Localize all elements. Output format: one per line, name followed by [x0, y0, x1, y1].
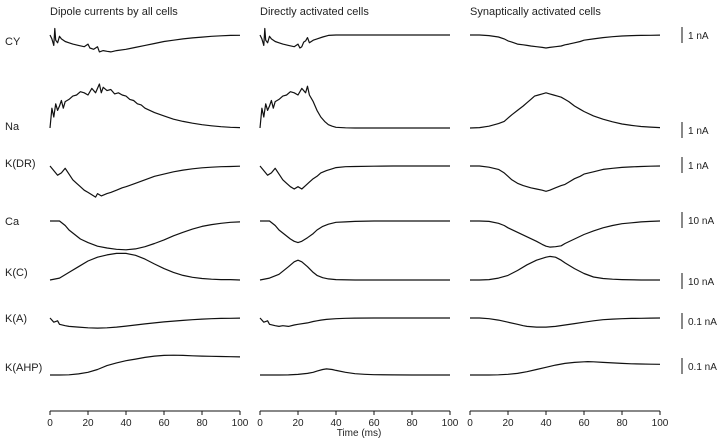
x-tick-label-panel-2-60: 60: [368, 418, 380, 429]
trace-k-ahp-panel-3: [470, 361, 661, 376]
trace-k-ahp-panel-2: [260, 368, 450, 376]
panel-title-direct: Directly activated cells: [260, 6, 369, 18]
trace-k-a-panel-2: [259, 317, 450, 327]
x-tick-label-panel-2-40: 40: [330, 418, 342, 429]
row-label-kc: K(C): [5, 267, 28, 279]
x-tick-label-panel-1-80: 80: [196, 418, 208, 429]
row-label-ka: K(A): [5, 313, 27, 325]
scale-bars: 1 nA 1 nA 1 nA 10 nA 10 nA 0.1 nA 0.1 nA: [681, 27, 717, 374]
trace-k-dr-panel-1: [49, 165, 241, 198]
x-tick-label-panel-1-100: 100: [232, 418, 249, 429]
row-label-ca: Ca: [5, 216, 20, 228]
x-tick-label-panel-1-60: 60: [158, 418, 170, 429]
traces: [49, 27, 661, 376]
x-axis-title: Time (ms): [337, 428, 382, 439]
scale-label-ka: 0.1 nA: [688, 317, 717, 328]
x-tick-label-panel-3-0: 0: [467, 418, 473, 429]
row-label-kahp: K(AHP): [5, 362, 42, 374]
x-tick-label-panel-3-20: 20: [502, 418, 514, 429]
trace-k-ahp-panel-1: [50, 354, 241, 376]
trace-k-c-panel-1: [49, 252, 241, 281]
x-tick-label-panel-2-100: 100: [442, 418, 459, 429]
trace-ca-panel-3: [470, 220, 661, 248]
panel-titles: Dipole currents by all cells Directly ac…: [50, 6, 601, 18]
row-label-cy: CY: [5, 36, 21, 48]
x-tick-label-panel-3-40: 40: [540, 418, 552, 429]
x-tick-label-panel-2-80: 80: [406, 418, 418, 429]
trace-k-dr-panel-3: [470, 165, 661, 192]
panel-title-all-cells: Dipole currents by all cells: [50, 6, 178, 18]
trace-k-c-panel-2: [259, 259, 450, 281]
x-tick-label-panel-1-0: 0: [47, 418, 53, 429]
x-tick-label-panel-1-20: 20: [82, 418, 94, 429]
scale-label-kdr: 1 nA: [688, 161, 709, 172]
trace-cy-panel-3: [470, 34, 661, 49]
trace-k-a-panel-3: [470, 317, 661, 328]
scale-label-na: 1 nA: [688, 126, 709, 137]
row-label-na: Na: [5, 121, 20, 133]
trace-ca-panel-1: [50, 220, 241, 251]
row-label-kdr: K(DR): [5, 158, 36, 170]
x-tick-label-panel-3-80: 80: [616, 418, 628, 429]
scale-label-kc: 10 nA: [688, 277, 714, 288]
scale-label-ca: 10 nA: [688, 216, 714, 227]
x-tick-label-panel-3-100: 100: [652, 418, 669, 429]
x-tick-label-panel-2-20: 20: [292, 418, 304, 429]
trace-k-a-panel-1: [49, 317, 241, 329]
x-tick-label-panel-3-60: 60: [578, 418, 590, 429]
trace-cy-panel-1: [49, 27, 241, 53]
trace-k-dr-panel-2: [259, 165, 450, 190]
trace-k-c-panel-3: [470, 255, 660, 281]
panel-title-synaptic: Synaptically activated cells: [470, 6, 601, 18]
scale-label-kahp: 0.1 nA: [688, 362, 717, 373]
trace-na-panel-3: [469, 92, 661, 129]
trace-cy-panel-2: [259, 27, 450, 49]
row-labels: CY Na K(DR) Ca K(C) K(A) K(AHP): [5, 36, 42, 374]
scale-label-cy: 1 nA: [688, 31, 709, 42]
x-tick-label-panel-2-0: 0: [257, 418, 263, 429]
trace-ca-panel-2: [260, 220, 450, 244]
trace-na-panel-1: [49, 83, 241, 129]
x-tick-label-panel-1-40: 40: [120, 418, 132, 429]
trace-na-panel-2: [259, 85, 450, 129]
x-axes: 0 20 40 60 80 100 0 20 40 60 80 100 0 20 40 60 80 100: [47, 410, 669, 429]
